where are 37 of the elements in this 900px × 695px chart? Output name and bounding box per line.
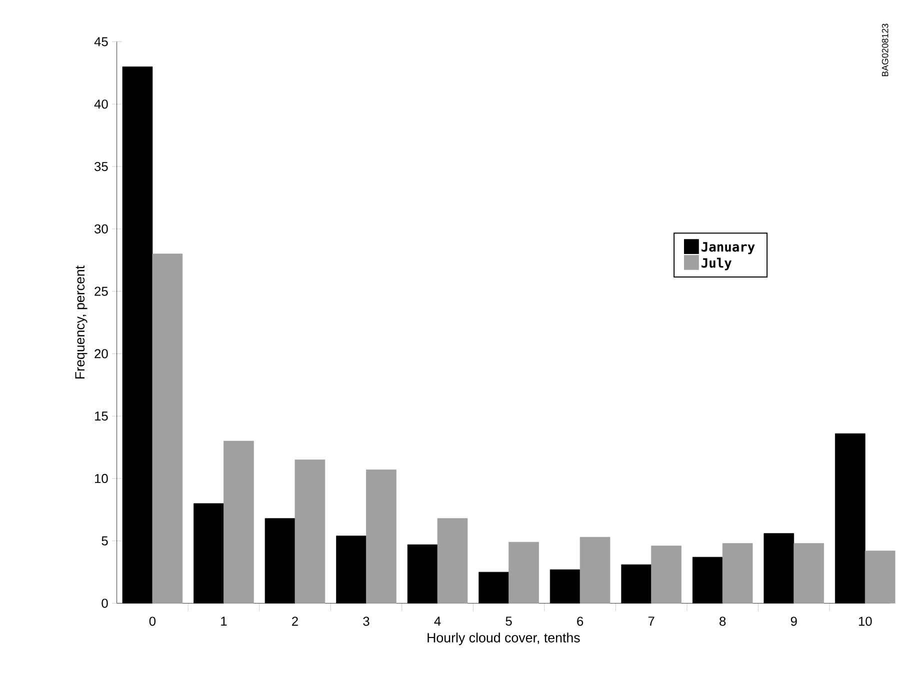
x-tick-label: 9	[790, 616, 797, 626]
y-tick-label: 45	[94, 37, 108, 46]
bar	[224, 440, 254, 604]
bar	[722, 543, 753, 604]
y-tick-label: 35	[94, 162, 108, 172]
x-axis-title: Hourly cloud cover, tenths	[428, 632, 580, 646]
x-tick-label: 6	[577, 616, 584, 626]
bar	[794, 543, 824, 604]
x-tick-label: 3	[363, 616, 370, 626]
y-tick-label: 5	[102, 536, 108, 546]
bar	[580, 537, 610, 604]
x-tick-label: 1	[221, 616, 227, 626]
bar	[152, 254, 183, 604]
legend-label: July	[702, 258, 732, 270]
y-tick-label: 15	[95, 412, 108, 421]
bar	[508, 542, 539, 604]
y-tick-label: 25	[94, 286, 108, 296]
annotation: BAG0208123	[882, 24, 888, 76]
y-tick-label: 20	[94, 349, 108, 358]
x-tick-label: 8	[720, 616, 726, 626]
bar	[437, 518, 468, 604]
x-tick-label: 2	[292, 616, 298, 626]
y-axis-title: Frequency, percent	[75, 266, 88, 379]
y-tick-label: 30	[94, 224, 108, 234]
legend-label: January	[702, 242, 755, 254]
bar	[294, 460, 326, 604]
x-tick-label: 10	[858, 616, 872, 626]
x-tick-label: 7	[648, 616, 654, 626]
y-tick-label: 0	[102, 598, 108, 608]
bar	[864, 550, 896, 604]
x-tick-label: 5	[506, 616, 512, 626]
bar	[366, 470, 396, 604]
y-tick-label: 10	[95, 474, 108, 484]
bar	[651, 546, 682, 604]
x-tick-label: 4	[434, 616, 441, 626]
x-tick-label: 0	[149, 616, 156, 626]
y-tick-label: 40	[94, 100, 108, 109]
